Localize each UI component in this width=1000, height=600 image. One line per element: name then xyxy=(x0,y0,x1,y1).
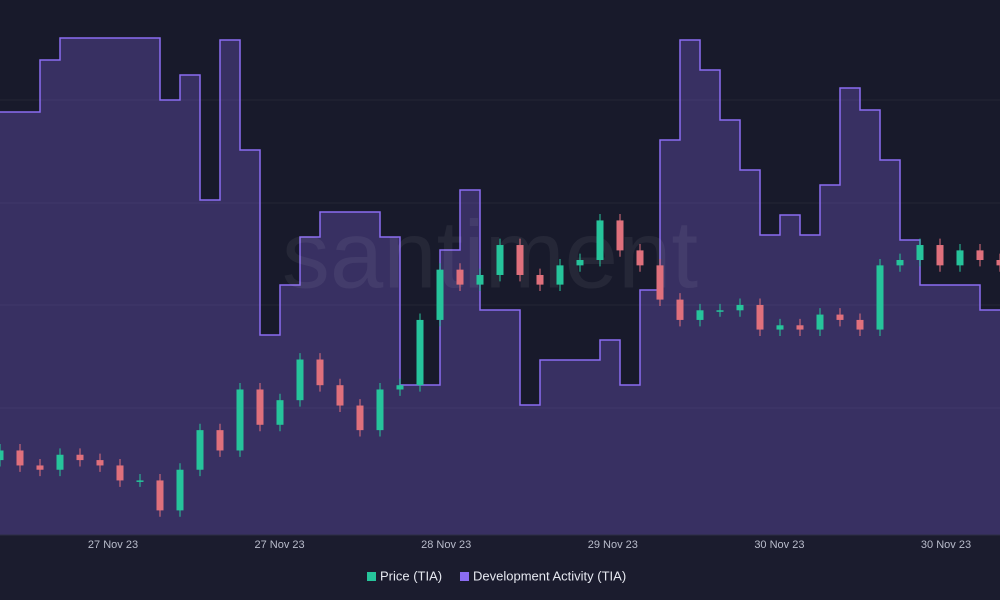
area-fill xyxy=(0,38,1000,535)
candle-body xyxy=(656,265,664,300)
candle-body xyxy=(396,385,404,390)
candle-body xyxy=(936,245,944,266)
candle-body xyxy=(836,314,844,320)
candle-body xyxy=(676,299,684,320)
candle-body xyxy=(156,480,164,511)
legend-label: Price (TIA) xyxy=(380,568,442,583)
candle-body xyxy=(816,314,824,330)
axis-layer: 27 Nov 23 27 Nov 23 28 Nov 23 29 Nov 23 30 N… xyxy=(88,539,971,551)
candle-body xyxy=(196,430,204,470)
candle-body xyxy=(456,269,464,285)
x-tick-label: 27 Nov 23 xyxy=(255,539,305,551)
candle-body xyxy=(876,265,884,330)
candle-body xyxy=(236,389,244,451)
candle-body xyxy=(216,430,224,451)
candle-body xyxy=(716,310,724,312)
candle-body xyxy=(416,319,424,386)
candle-body xyxy=(896,260,904,266)
x-tick-label: 30 Nov 23 xyxy=(754,539,804,551)
x-tick-label: 28 Nov 23 xyxy=(421,539,471,551)
candle-body xyxy=(956,250,964,266)
legend-swatch xyxy=(367,572,376,581)
candle-body xyxy=(116,465,124,481)
candle-body xyxy=(356,405,364,431)
candle-body xyxy=(76,454,84,461)
candle-body xyxy=(856,319,864,330)
candle-body xyxy=(576,260,584,266)
candle-body xyxy=(256,389,264,425)
candle-body xyxy=(176,469,184,511)
x-tick-label: 29 Nov 23 xyxy=(588,539,638,551)
candle-body xyxy=(616,220,624,251)
candle-body xyxy=(976,250,984,261)
candle-body xyxy=(16,450,24,466)
candle-body xyxy=(0,450,4,461)
legend-label: Development Activity (TIA) xyxy=(473,568,626,583)
candle-body xyxy=(596,220,604,261)
candle-body xyxy=(556,265,564,285)
candle-body xyxy=(536,274,544,285)
candle-layer xyxy=(0,214,1000,517)
candle-body xyxy=(376,389,384,431)
candle-body xyxy=(636,250,644,266)
x-tick-label: 30 Nov 23 xyxy=(921,539,971,551)
legend-swatch xyxy=(460,572,469,581)
candle-body xyxy=(316,359,324,386)
candle-body xyxy=(796,325,804,330)
candle-body xyxy=(336,385,344,406)
line xyxy=(0,37,1000,406)
candle-body xyxy=(96,460,104,466)
area-layer xyxy=(0,37,1000,535)
candle-body xyxy=(136,480,144,482)
candle-body xyxy=(756,304,764,330)
candle-body xyxy=(436,269,444,320)
candle-body xyxy=(516,245,524,275)
candle-body xyxy=(916,245,924,261)
candle-body xyxy=(276,400,284,425)
candle-body xyxy=(996,260,1000,266)
legend: Price (TIA) Development Activity (TIA) xyxy=(367,568,626,583)
candle-body xyxy=(476,274,484,285)
candle-body xyxy=(736,304,744,311)
candle-body xyxy=(56,454,64,470)
candle-body xyxy=(36,465,44,470)
candle-body xyxy=(776,325,784,330)
watermark: santiment xyxy=(282,201,698,308)
candle-body xyxy=(496,245,504,275)
candle-body xyxy=(696,310,704,320)
x-tick-label: 27 Nov 23 xyxy=(88,539,138,551)
candle-body xyxy=(296,359,304,401)
